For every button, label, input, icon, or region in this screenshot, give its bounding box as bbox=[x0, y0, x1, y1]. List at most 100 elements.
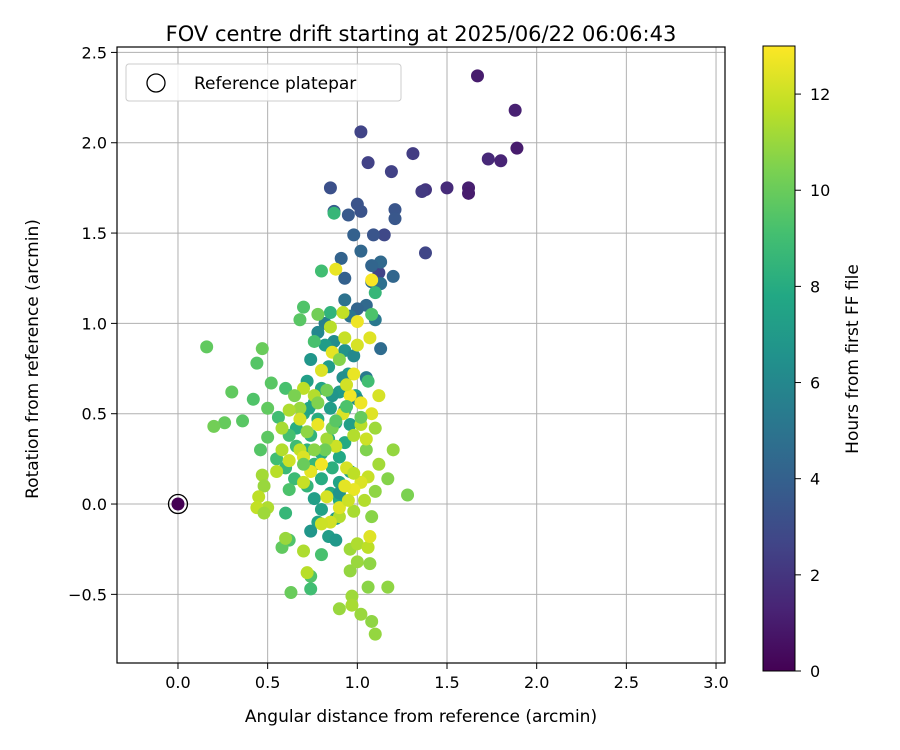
colorbar-tick-label: 2 bbox=[810, 566, 820, 585]
data-point bbox=[307, 492, 321, 506]
data-point bbox=[320, 432, 334, 446]
data-point bbox=[171, 497, 185, 511]
colorbar-ticks: 0 2 4 6 8 10 12 bbox=[795, 85, 830, 681]
data-point bbox=[347, 428, 361, 442]
data-point bbox=[368, 421, 382, 435]
data-point bbox=[284, 586, 298, 600]
data-point bbox=[368, 484, 382, 498]
data-point bbox=[334, 251, 348, 265]
data-point bbox=[288, 389, 302, 403]
data-point bbox=[336, 306, 350, 320]
data-point bbox=[252, 490, 266, 504]
data-point bbox=[279, 506, 293, 520]
data-point bbox=[318, 443, 332, 457]
x-tick-label: 0.0 bbox=[165, 673, 190, 692]
colorbar-tick-label: 0 bbox=[810, 662, 820, 681]
data-point bbox=[255, 342, 269, 356]
data-point bbox=[311, 307, 325, 321]
data-point bbox=[354, 125, 368, 139]
y-tick-label: −0.5 bbox=[68, 585, 107, 604]
data-point bbox=[341, 208, 355, 222]
data-point bbox=[225, 385, 239, 399]
data-point bbox=[363, 331, 377, 345]
data-point bbox=[343, 564, 357, 578]
data-point bbox=[365, 614, 379, 628]
y-tick-label: 0.0 bbox=[82, 495, 107, 514]
data-point bbox=[261, 430, 275, 444]
data-point bbox=[354, 410, 368, 424]
data-point bbox=[440, 181, 454, 195]
data-point bbox=[297, 300, 311, 314]
data-point bbox=[361, 540, 375, 554]
chart-title: FOV centre drift starting at 2025/06/22 … bbox=[166, 22, 677, 46]
data-point bbox=[350, 315, 364, 329]
data-point bbox=[264, 376, 278, 390]
y-tick-label: 1.5 bbox=[82, 224, 107, 243]
colorbar-label: Hours from first FF file bbox=[843, 264, 863, 454]
data-point bbox=[401, 488, 415, 502]
data-point bbox=[338, 271, 352, 285]
data-point bbox=[415, 185, 429, 199]
plot-frame bbox=[116, 46, 726, 664]
data-point bbox=[320, 383, 334, 397]
y-tick-label: 0.5 bbox=[82, 405, 107, 424]
data-point bbox=[347, 228, 361, 242]
data-point bbox=[261, 401, 275, 415]
data-point bbox=[345, 598, 359, 612]
data-point bbox=[347, 504, 361, 518]
data-point bbox=[282, 403, 296, 417]
data-point bbox=[314, 363, 328, 377]
data-point bbox=[275, 443, 289, 457]
data-point bbox=[327, 206, 341, 220]
data-point bbox=[354, 244, 368, 258]
data-point bbox=[354, 607, 368, 621]
data-point bbox=[361, 580, 375, 594]
y-axis-ticks: −0.5 0.0 0.5 1.0 1.5 2.0 2.5 bbox=[68, 43, 117, 604]
data-point bbox=[332, 602, 346, 616]
data-point bbox=[338, 479, 352, 493]
x-tick-label: 0.5 bbox=[255, 673, 280, 692]
data-point bbox=[361, 374, 375, 388]
colorbar-tick-label: 10 bbox=[810, 181, 830, 200]
data-point bbox=[314, 457, 328, 471]
data-point bbox=[329, 439, 343, 453]
data-point bbox=[462, 186, 476, 200]
data-point bbox=[377, 228, 391, 242]
data-point bbox=[297, 544, 311, 558]
y-tick-label: 2.5 bbox=[82, 43, 107, 62]
data-point bbox=[508, 103, 522, 117]
data-point bbox=[372, 457, 386, 471]
data-point bbox=[253, 443, 267, 457]
y-tick-label: 1.0 bbox=[82, 314, 107, 333]
data-point bbox=[246, 392, 260, 406]
data-point bbox=[314, 548, 328, 562]
colorbar-tick-label: 4 bbox=[810, 470, 820, 489]
data-point bbox=[314, 502, 328, 516]
data-point bbox=[314, 517, 328, 531]
data-point bbox=[343, 418, 357, 432]
data-point bbox=[363, 530, 377, 544]
legend: Reference platepar bbox=[125, 63, 402, 102]
data-point bbox=[368, 627, 382, 641]
data-point bbox=[218, 416, 232, 430]
data-points bbox=[167, 69, 524, 641]
data-point bbox=[374, 342, 388, 356]
y-tick-label: 2.0 bbox=[82, 134, 107, 153]
data-point bbox=[279, 381, 293, 395]
x-axis-label: Angular distance from reference (arcmin) bbox=[245, 707, 597, 727]
data-point bbox=[323, 306, 337, 320]
data-point bbox=[366, 228, 380, 242]
data-point bbox=[340, 399, 354, 413]
data-point bbox=[372, 389, 386, 403]
data-point bbox=[347, 466, 361, 480]
data-point bbox=[304, 524, 318, 538]
data-point bbox=[418, 246, 432, 260]
x-tick-label: 3.0 bbox=[703, 673, 728, 692]
data-point bbox=[307, 443, 321, 457]
data-point bbox=[365, 273, 379, 287]
data-point bbox=[332, 450, 346, 464]
data-point bbox=[325, 461, 339, 475]
data-point bbox=[361, 156, 375, 170]
data-point bbox=[365, 307, 379, 321]
data-point bbox=[481, 152, 495, 166]
